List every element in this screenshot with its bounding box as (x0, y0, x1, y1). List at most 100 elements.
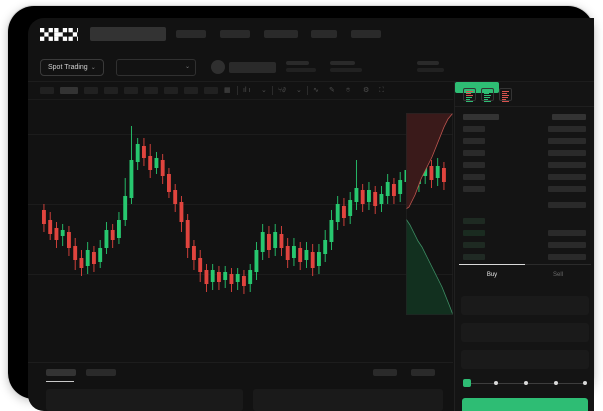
orderbook-current-price (455, 82, 499, 93)
tab-buy[interactable]: Buy (486, 272, 498, 278)
order-total-field[interactable] (461, 350, 589, 369)
orderbook-ask-amount[interactable] (548, 162, 586, 168)
nav-item-2[interactable] (220, 30, 250, 38)
timeframe-1[interactable] (40, 87, 54, 94)
buy-sell-tabs: Buy Sell (455, 264, 594, 288)
timeframe-2[interactable] (60, 87, 78, 94)
price-chart[interactable] (28, 100, 453, 362)
chart-gridline (28, 274, 453, 275)
top-navigation-bar (28, 18, 594, 50)
indicators-chevron-icon[interactable]: ⌄ (261, 87, 267, 94)
market-sub-header: Spot Trading ⌄ ⌄ (28, 52, 594, 82)
orderbook-divider (455, 106, 594, 107)
bottom-tab-active-underline (46, 381, 74, 382)
compare-chevron-icon[interactable]: ⌄ (296, 87, 302, 94)
buy-sell-active-underline (459, 264, 525, 265)
bottom-card-left[interactable] (46, 389, 243, 411)
toolbar-divider (272, 86, 273, 95)
orderbook-bid-amount[interactable] (548, 230, 586, 236)
timeframe-6[interactable] (144, 87, 158, 94)
slider-handle[interactable] (463, 379, 471, 387)
orderbook-ask-amount[interactable] (548, 174, 586, 180)
stat-24h-change (330, 61, 362, 72)
chart-toolbar: ▦ ıl ı ⌄ ⑂∂ ⌄ ∿ ✎ ⌾ ⚙ ⛶ (28, 82, 453, 100)
timeframe-8[interactable] (184, 87, 198, 94)
nav-item-4[interactable] (311, 30, 337, 38)
orderbook-bid-amount[interactable] (548, 254, 586, 260)
search-input[interactable] (90, 27, 166, 41)
bottom-action-2[interactable] (411, 369, 435, 376)
tab-sell[interactable]: Sell (552, 272, 563, 278)
orderbook-ask-price[interactable] (463, 174, 485, 180)
chevron-down-icon: ⌄ (184, 64, 190, 70)
slider-step-75[interactable] (554, 381, 558, 385)
pencil-draw-icon[interactable]: ✎ (329, 87, 335, 94)
pair-avatar (211, 60, 225, 74)
orderbook-bid-price[interactable] (463, 218, 485, 224)
spot-trading-dropdown[interactable]: Spot Trading ⌄ (40, 59, 104, 76)
timeframe-3[interactable] (84, 87, 98, 94)
orderbook-ask-price[interactable] (463, 138, 485, 144)
order-price-field[interactable] (461, 296, 589, 315)
app-screen: Spot Trading ⌄ ⌄ (28, 18, 594, 411)
orderbook-mode-both-icon[interactable] (463, 88, 476, 102)
orderbook-ask-price[interactable] (463, 186, 485, 192)
pair-name (229, 62, 276, 73)
fullscreen-icon[interactable]: ⛶ (379, 87, 384, 94)
orderbook-ask-amount[interactable] (548, 150, 586, 156)
orderbook-ask-amount[interactable] (548, 186, 586, 192)
camera-snapshot-icon[interactable]: ⌾ (346, 87, 351, 94)
orderbook-mode-asks-icon[interactable] (499, 88, 512, 102)
slider-step-100[interactable] (583, 381, 587, 385)
orderbook-ask-price[interactable] (463, 126, 485, 132)
chart-gridline (28, 134, 453, 135)
order-book-and-form-panel: Buy Sell (454, 82, 594, 411)
chart-gridline (28, 204, 453, 205)
spot-trading-label: Spot Trading (48, 64, 88, 71)
nav-item-1[interactable] (176, 30, 206, 38)
orderbook-header-price (463, 114, 499, 120)
order-book-depth-chart (406, 113, 453, 315)
candlestick-series (42, 126, 446, 294)
orderbook-bid-price[interactable] (463, 230, 485, 236)
bottom-tab-open-orders[interactable] (46, 369, 76, 376)
orders-panel (28, 362, 453, 411)
orderbook-ask-amount[interactable] (548, 126, 586, 132)
okx-logo-icon[interactable] (40, 28, 78, 41)
toolbar-divider (307, 86, 308, 95)
toolbar-divider (237, 86, 238, 95)
orderbook-ask-amount[interactable] (548, 138, 586, 144)
stat-last-price (286, 61, 316, 72)
nav-item-5[interactable] (351, 30, 381, 38)
line-tool-icon[interactable]: ∿ (313, 87, 319, 94)
bottom-action-1[interactable] (373, 369, 397, 376)
timeframe-4[interactable] (104, 87, 118, 94)
order-amount-slider[interactable] (463, 379, 589, 389)
compare-icon[interactable]: ⑂∂ (278, 87, 286, 94)
orderbook-current-amount (548, 202, 586, 208)
slider-step-25[interactable] (494, 381, 498, 385)
orderbook-header-amount (552, 114, 586, 120)
orderbook-bid-price[interactable] (463, 242, 485, 248)
trading-pair-select[interactable]: ⌄ (116, 59, 196, 76)
order-amount-field[interactable] (461, 323, 589, 342)
timeframe-7[interactable] (164, 87, 178, 94)
bottom-tab-order-history[interactable] (86, 369, 116, 376)
bottom-card-right[interactable] (253, 389, 443, 411)
tablet-device-frame: Spot Trading ⌄ ⌄ (8, 6, 594, 411)
settings-gear-icon[interactable]: ⚙ (363, 87, 370, 94)
indicators-icon[interactable]: ıl ı (243, 87, 251, 94)
timeframe-5[interactable] (124, 87, 138, 94)
orderbook-ask-price[interactable] (463, 162, 485, 168)
orderbook-bid-price[interactable] (463, 254, 485, 260)
slider-step-50[interactable] (524, 381, 528, 385)
volume-series (28, 312, 453, 360)
chevron-down-icon: ⌄ (90, 65, 96, 71)
nav-item-3[interactable] (264, 30, 298, 38)
candlestick-type-icon[interactable]: ▦ (224, 87, 231, 94)
stat-24h-volume (417, 61, 444, 72)
orderbook-mode-bids-icon[interactable] (481, 88, 494, 102)
orderbook-bid-amount[interactable] (548, 242, 586, 248)
timeframe-9[interactable] (204, 87, 218, 94)
orderbook-ask-price[interactable] (463, 150, 485, 156)
